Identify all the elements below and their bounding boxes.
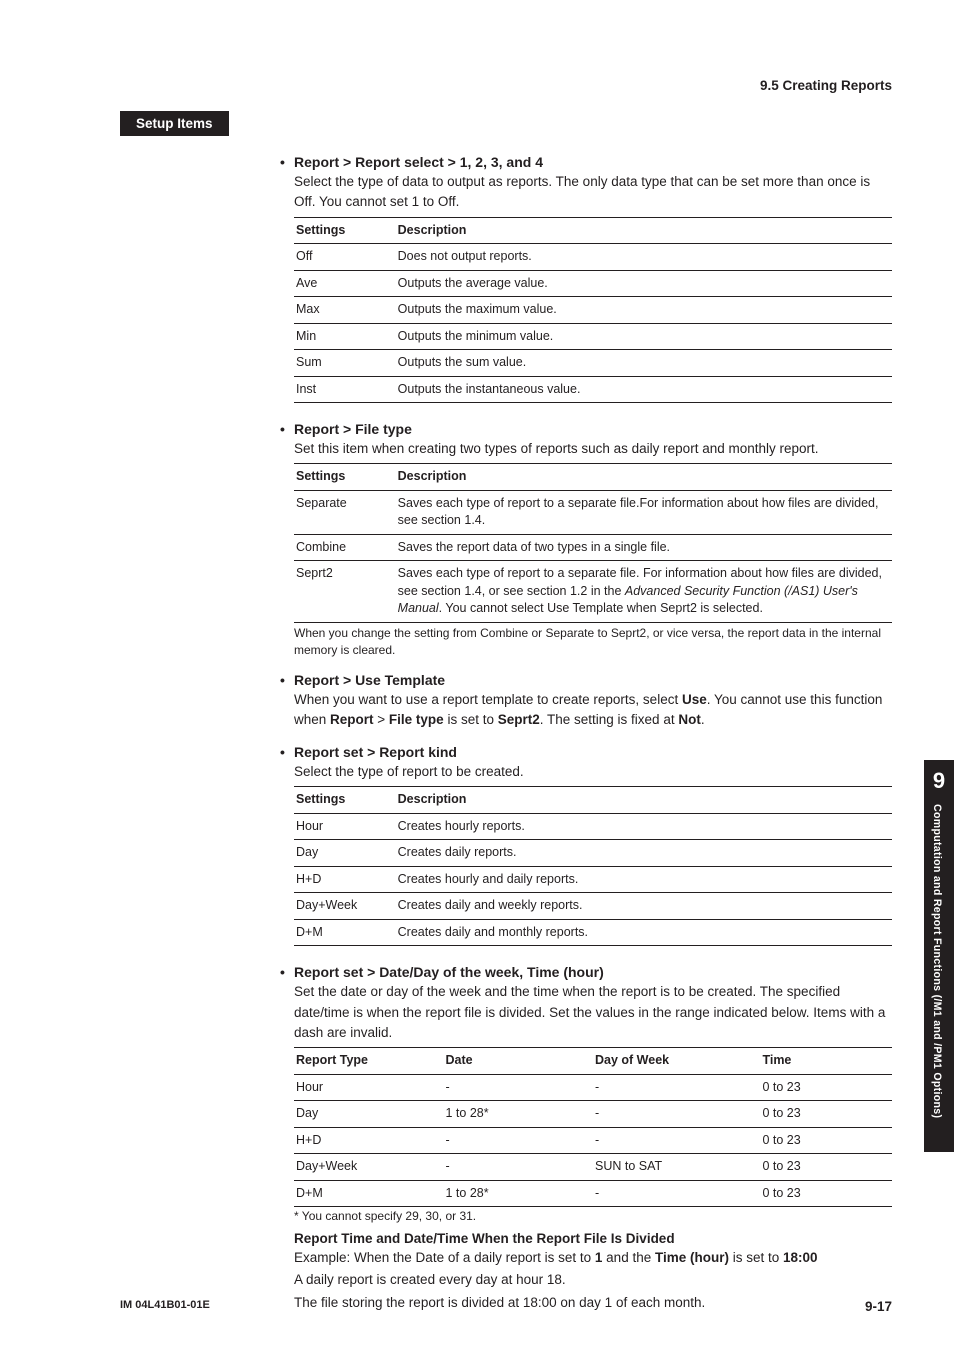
table-row: CombineSaves the report data of two type… xyxy=(294,534,892,561)
table-row: Day+WeekCreates daily and weekly reports… xyxy=(294,893,892,920)
example-line: Example: When the Date of a daily report… xyxy=(294,1248,892,1268)
table-row: AveOutputs the average value. xyxy=(294,270,892,297)
table-row: DayCreates daily reports. xyxy=(294,840,892,867)
th-date: Date xyxy=(444,1048,594,1075)
asterisk-note: * You cannot specify 29, 30, or 31. xyxy=(294,1209,892,1223)
para-date-day-time: Set the date or day of the week and the … xyxy=(294,982,892,1043)
th-settings: Settings xyxy=(294,217,396,244)
table-row: HourCreates hourly reports. xyxy=(294,813,892,840)
table-row: Seprt2 Saves each type of report to a se… xyxy=(294,561,892,623)
example-detail-1: A daily report is created every day at h… xyxy=(294,1270,892,1290)
page-number: 9-17 xyxy=(865,1299,892,1314)
table-report-kind: Settings Description HourCreates hourly … xyxy=(294,786,892,946)
subhead-report-time: Report Time and Date/Time When the Repor… xyxy=(294,1231,892,1246)
chapter-tab: 9 Computation and Report Functions (/M1 … xyxy=(924,760,954,1152)
heading-report-kind: •Report set > Report kind xyxy=(280,744,892,760)
th-settings: Settings xyxy=(294,787,396,814)
table-date-day-time: Report Type Date Day of Week Time Hour--… xyxy=(294,1047,892,1207)
table-row: H+DCreates hourly and daily reports. xyxy=(294,866,892,893)
th-description: Description xyxy=(396,787,892,814)
para-report-kind: Select the type of report to be created. xyxy=(294,762,892,782)
table-row: Hour--0 to 23 xyxy=(294,1074,892,1101)
chapter-label: Computation and Report Functions (/M1 an… xyxy=(924,794,943,1118)
note-file-type: When you change the setting from Combine… xyxy=(294,625,892,660)
table-row: MinOutputs the minimum value. xyxy=(294,323,892,350)
setup-items-label: Setup Items xyxy=(120,111,229,136)
para-file-type: Set this item when creating two types of… xyxy=(294,439,892,459)
table-report-select: Settings Description OffDoes not output … xyxy=(294,217,892,404)
table-row: D+M1 to 28*-0 to 23 xyxy=(294,1180,892,1207)
table-row: SumOutputs the sum value. xyxy=(294,350,892,377)
para-use-template: When you want to use a report template t… xyxy=(294,690,892,731)
table-row: InstOutputs the instantaneous value. xyxy=(294,376,892,403)
heading-report-select: •Report > Report select > 1, 2, 3, and 4 xyxy=(280,154,892,170)
chapter-number: 9 xyxy=(924,760,954,794)
para-report-select: Select the type of data to output as rep… xyxy=(294,172,892,213)
table-row: H+D--0 to 23 xyxy=(294,1127,892,1154)
table-row: Day+Week-SUN to SAT0 to 23 xyxy=(294,1154,892,1181)
th-time: Time xyxy=(760,1048,892,1075)
table-row: MaxOutputs the maximum value. xyxy=(294,297,892,324)
table-row: Day1 to 28*-0 to 23 xyxy=(294,1101,892,1128)
footer-doc-id: IM 04L41B01-01E xyxy=(120,1299,210,1314)
table-row: SeparateSaves each type of report to a s… xyxy=(294,490,892,534)
section-header: 9.5 Creating Reports xyxy=(120,78,892,93)
th-description: Description xyxy=(396,464,892,491)
th-description: Description xyxy=(396,217,892,244)
th-report-type: Report Type xyxy=(294,1048,444,1075)
th-day-of-week: Day of Week xyxy=(593,1048,760,1075)
th-settings: Settings xyxy=(294,464,396,491)
table-row: OffDoes not output reports. xyxy=(294,244,892,271)
table-row: D+MCreates daily and monthly reports. xyxy=(294,919,892,946)
heading-date-day-time: •Report set > Date/Day of the week, Time… xyxy=(280,964,892,980)
heading-file-type: •Report > File type xyxy=(280,421,892,437)
table-file-type: Settings Description SeparateSaves each … xyxy=(294,463,892,623)
heading-use-template: •Report > Use Template xyxy=(280,672,892,688)
